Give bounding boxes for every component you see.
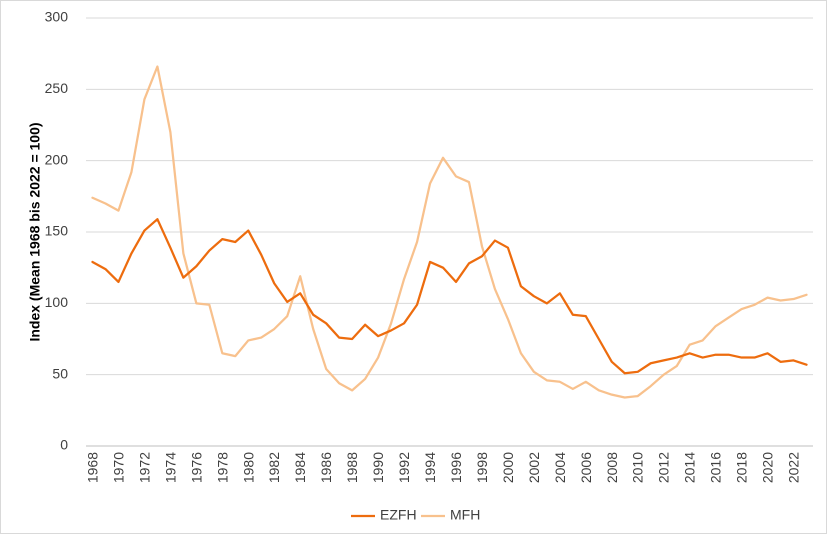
x-tick-label-2014: 2014 [682,452,698,483]
series-line-ezfh [91,218,808,375]
x-tick-label-2010: 2010 [630,452,646,483]
x-tick-label-2016: 2016 [708,452,724,483]
x-tick-label-1972: 1972 [136,452,152,483]
x-tick-label-1970: 1970 [110,452,126,483]
y-tick-label-200: 200 [45,151,69,167]
x-tick-label-2002: 2002 [526,452,542,483]
x-tick-label-2020: 2020 [760,452,776,483]
x-tick-label-2004: 2004 [552,452,568,483]
x-tick-label-1976: 1976 [188,452,204,483]
gridlines [86,17,813,376]
series-line-mfh [91,65,808,399]
y-tick-label-150: 150 [45,223,69,239]
x-tick-label-1986: 1986 [318,452,334,483]
y-tick-label-50: 50 [52,365,68,381]
legend: EZFH MFH [351,507,480,523]
y-axis-ticks: 0 50 100 150 200 250 300 [45,9,69,453]
x-tick-label-2008: 2008 [604,452,620,483]
x-axis-ticks: 1968 1970 1972 1974 1976 1978 1980 1982 1984 1986… [84,452,801,483]
x-tick-label-1996: 1996 [448,452,464,483]
x-tick-label-2000: 2000 [500,452,516,483]
x-tick-label-1984: 1984 [292,452,308,483]
x-tick-label-1988: 1988 [344,452,360,483]
x-tick-label-1992: 1992 [396,452,412,483]
y-axis-label: Index (Mean 1968 bis 2022 = 100) [27,122,43,341]
x-tick-label-1968: 1968 [84,452,100,483]
legend-label-mfh: MFH [450,507,480,523]
series-lines [91,65,808,399]
x-tick-label-1990: 1990 [370,452,386,483]
y-tick-label-300: 300 [45,9,69,25]
y-tick-label-0: 0 [60,437,68,453]
x-tick-label-1994: 1994 [422,452,438,483]
x-tick-label-1980: 1980 [240,452,256,483]
x-tick-label-2012: 2012 [656,452,672,483]
x-tick-label-2022: 2022 [786,452,802,483]
x-tick-label-1974: 1974 [162,452,178,483]
x-tick-label-1998: 1998 [474,452,490,483]
legend-label-ezfh: EZFH [380,507,417,523]
y-tick-label-250: 250 [45,80,69,96]
x-tick-label-2006: 2006 [578,452,594,483]
x-tick-label-2018: 2018 [734,452,750,483]
x-tick-label-1982: 1982 [266,452,282,483]
y-tick-label-100: 100 [45,294,69,310]
x-tick-label-1978: 1978 [214,452,230,483]
